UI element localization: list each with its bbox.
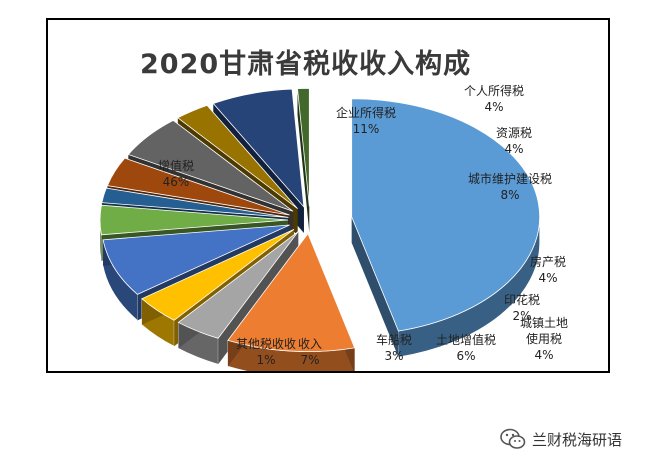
data-label: 车船税: [376, 332, 412, 347]
pie-slice-side: [351, 216, 399, 358]
pie-slice-城镇土地: [106, 157, 290, 216]
data-label: 土地增值税: [436, 332, 496, 347]
data-label: 收入: [298, 337, 322, 351]
wechat-icon: [500, 428, 526, 449]
data-label: 城镇土地: [520, 316, 568, 330]
data-label: 使用税: [526, 331, 562, 346]
pie-slice-个人所得税: [177, 231, 299, 339]
data-label: 企业所得税: [336, 105, 396, 120]
data-label: 房产税: [530, 254, 566, 269]
data-label-value: 4%: [504, 142, 523, 156]
pie-slice: [297, 88, 310, 233]
data-label-value: 4%: [534, 348, 553, 362]
watermark: 兰财税海研语: [500, 428, 622, 450]
pie-slice-土地增值税: [127, 119, 294, 212]
data-label-value: 4%: [538, 271, 557, 285]
chart-frame: 2020甘肃省税收收入构成 增值税 46% 企业所得税 11% 个人所得税 4% 资源税 4%…: [46, 18, 610, 373]
data-label-value: 4%: [484, 100, 503, 114]
pie-slice-增值税: [351, 98, 541, 332]
data-label: 印花税: [504, 292, 540, 307]
pie-slice-其他税收收: [297, 87, 310, 207]
data-label-value: 3%: [384, 349, 403, 363]
data-label-value: 2%: [512, 309, 531, 323]
pie-slice-城市维护建设税: [102, 224, 290, 295]
data-label-value: 11%: [353, 122, 380, 136]
pie-slice-side: [297, 88, 310, 233]
watermark-text: 兰财税海研语: [532, 430, 623, 449]
data-label-value: 6%: [456, 349, 475, 363]
chart-title: 2020甘肃省税收收入构成: [140, 49, 472, 80]
data-label-value: 7%: [300, 353, 319, 367]
data-label: 增值税: [158, 158, 194, 173]
data-label: 其他税收收: [236, 337, 296, 351]
data-label-value: 46%: [163, 175, 190, 189]
data-label: 城市维护建设税: [468, 171, 552, 186]
pie-slice-企业所得税: [227, 232, 356, 352]
data-label: 个人所得税: [464, 83, 524, 98]
pie-slice-印花税: [101, 187, 289, 218]
pie-slice-收入: [212, 88, 305, 209]
data-label-value: 8%: [500, 188, 519, 202]
pie-slice-车船税: [177, 104, 298, 210]
pie-chart: 增值税 46% 企业所得税 11% 个人所得税 4% 资源税 4% 城市维护建设税 8% 房产税 4%…: [99, 83, 568, 371]
data-label-value: 1%: [256, 353, 275, 367]
pie-slice-房产税: [99, 204, 289, 236]
data-label: 资源税: [496, 126, 532, 140]
pie-slice-资源税: [141, 228, 295, 321]
